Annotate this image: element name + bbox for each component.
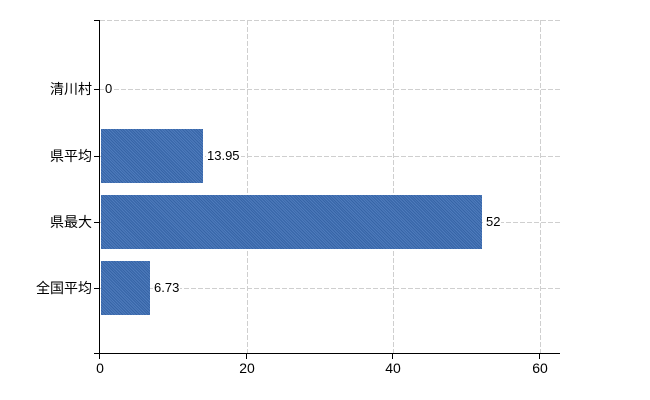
bar-value-label: 13.95 [206, 148, 241, 163]
y-gridline [100, 89, 560, 90]
category-label: 清川村 [50, 81, 92, 97]
bar [101, 195, 482, 249]
y-tick [94, 89, 100, 90]
y-axis [99, 20, 100, 358]
category-label: 全国平均 [36, 280, 92, 296]
bar-value-label: 52 [485, 214, 502, 229]
x-tick [539, 354, 540, 359]
x-tick [246, 354, 247, 359]
x-gridline [247, 20, 248, 353]
x-tick-label: 0 [96, 360, 104, 376]
y-gridline [100, 156, 560, 157]
x-tick [392, 354, 393, 359]
y-tick [94, 222, 100, 223]
y-tick [94, 20, 100, 21]
bar [101, 129, 203, 183]
y-tick [94, 156, 100, 157]
x-tick-label: 40 [385, 360, 401, 376]
x-gridline [393, 20, 394, 353]
x-tick [99, 354, 100, 359]
category-label: 県平均 [50, 148, 92, 164]
y-tick [94, 288, 100, 289]
x-tick-label: 60 [532, 360, 548, 376]
x-gridline [540, 20, 541, 353]
y-gridline [100, 288, 560, 289]
plot-area: 0 13.95 52 6.73 [100, 20, 560, 353]
x-tick-label: 20 [239, 360, 255, 376]
plot-top-border [100, 20, 560, 21]
x-axis [94, 353, 560, 354]
bar [101, 261, 150, 315]
category-label: 県最大 [50, 214, 92, 230]
bar-value-label: 0 [104, 81, 114, 96]
bar-value-label: 6.73 [153, 280, 181, 295]
